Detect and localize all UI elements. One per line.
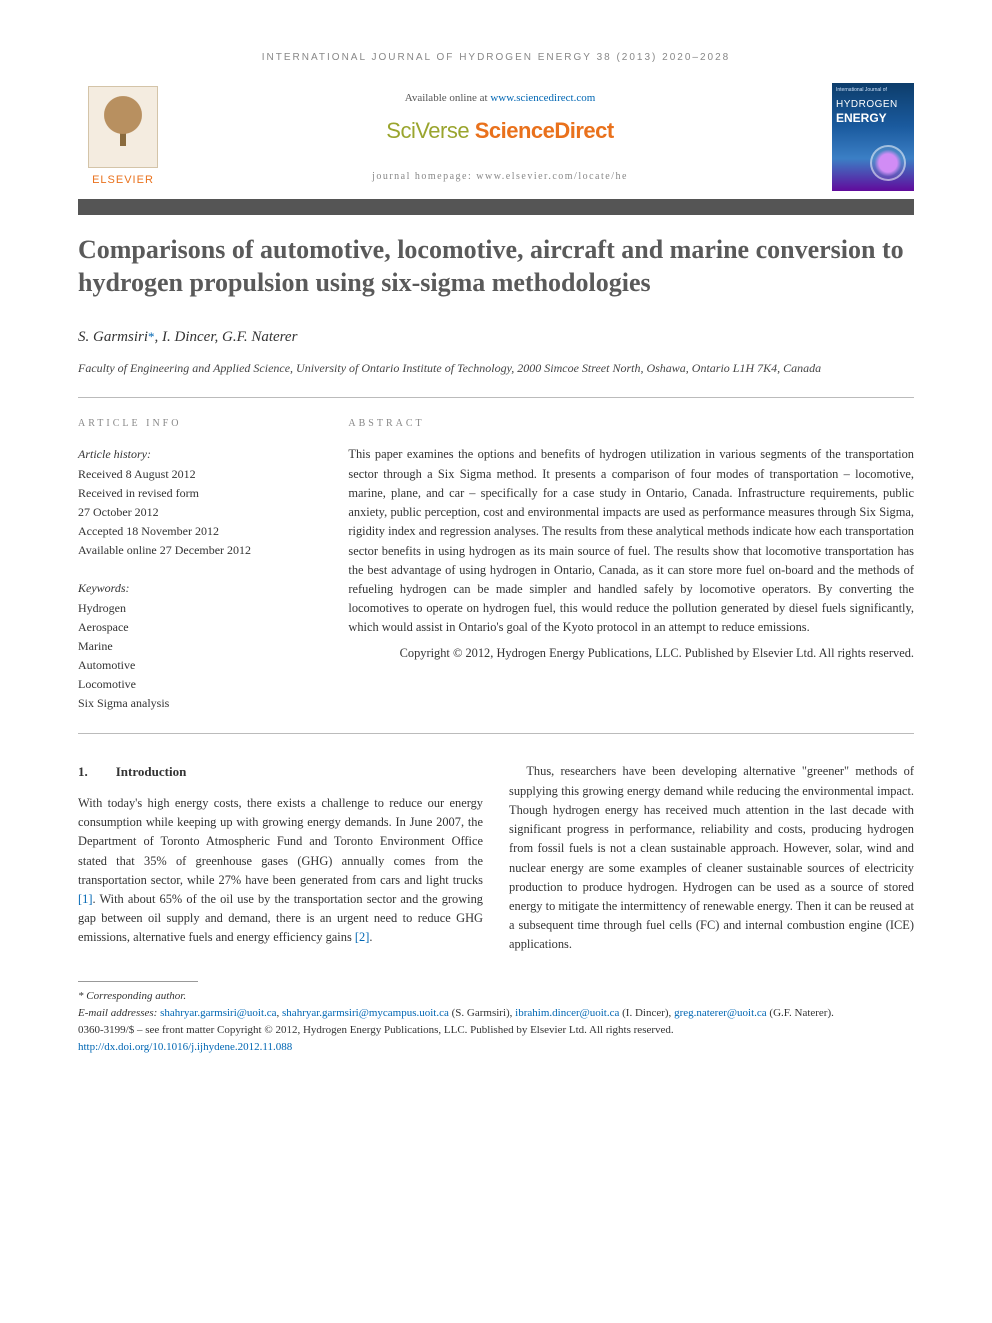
doi-link[interactable]: http://dx.doi.org/10.1016/j.ijhydene.201… — [78, 1041, 292, 1053]
keywords-label: Keywords: — [78, 579, 320, 597]
history-line: Received 8 August 2012 — [78, 465, 320, 483]
p1-a: With today's high energy costs, there ex… — [78, 796, 483, 887]
history-line: Received in revised form — [78, 484, 320, 502]
running-header: INTERNATIONAL JOURNAL OF HYDROGEN ENERGY… — [78, 50, 914, 65]
issn-line: 0360-3199/$ – see front matter Copyright… — [78, 1022, 914, 1039]
keyword: Six Sigma analysis — [78, 694, 320, 712]
authors-line: S. Garmsiri*, I. Dincer, G.F. Naterer — [78, 326, 914, 349]
abstract-copyright: Copyright © 2012, Hydrogen Energy Public… — [348, 644, 914, 663]
section-1-heading: 1. Introduction — [78, 762, 483, 782]
intro-paragraph-1: With today's high energy costs, there ex… — [78, 794, 483, 948]
available-online-line: Available online at www.sciencedirect.co… — [186, 90, 814, 107]
homepage-url[interactable]: www.elsevier.com/locate/he — [476, 171, 628, 182]
sciverse-word: SciVerse — [386, 118, 469, 143]
email-label: E-mail addresses: — [78, 1007, 160, 1019]
elsevier-tree-icon — [88, 86, 158, 168]
history-line: Available online 27 December 2012 — [78, 541, 320, 559]
body-col-left: 1. Introduction With today's high energy … — [78, 762, 483, 954]
sciencedirect-word: ScienceDirect — [469, 118, 614, 143]
keyword: Locomotive — [78, 675, 320, 693]
homepage-prefix: journal homepage: — [372, 171, 476, 182]
elsevier-wordmark: ELSEVIER — [92, 172, 154, 189]
available-prefix: Available online at — [405, 92, 491, 104]
email-link[interactable]: greg.naterer@uoit.ca — [674, 1007, 767, 1019]
email-line: E-mail addresses: shahryar.garmsiri@uoit… — [78, 1005, 914, 1022]
ref-link-1[interactable]: [1] — [78, 892, 92, 906]
authors-rest: , I. Dincer, G.F. Naterer — [155, 329, 298, 345]
abstract-heading: ABSTRACT — [348, 416, 914, 431]
keyword: Hydrogen — [78, 599, 320, 617]
cover-small-text: International Journal of — [836, 87, 887, 95]
footnote-rule — [78, 981, 198, 982]
cover-ring-icon — [870, 145, 906, 181]
article-info-heading: ARTICLE INFO — [78, 416, 320, 431]
info-rule-bottom — [78, 733, 914, 734]
keyword: Marine — [78, 637, 320, 655]
intro-paragraph-2: Thus, researchers have been developing a… — [509, 762, 914, 954]
top-band: ELSEVIER Available online at www.science… — [78, 83, 914, 191]
journal-homepage-line: journal homepage: www.elsevier.com/locat… — [186, 169, 814, 184]
email-link[interactable]: shahryar.garmsiri@uoit.ca — [160, 1007, 276, 1019]
abstract-column: ABSTRACT This paper examines the options… — [348, 416, 914, 713]
history-line: 27 October 2012 — [78, 503, 320, 521]
section-title: Introduction — [116, 764, 187, 779]
keyword: Automotive — [78, 656, 320, 674]
affiliation: Faculty of Engineering and Applied Scien… — [78, 360, 914, 377]
corr-text: * Corresponding author. — [78, 990, 186, 1002]
email-who: (I. Dincer), — [619, 1007, 674, 1019]
title-rule-bar — [78, 199, 914, 215]
cover-energy-word: ENERGY — [836, 109, 887, 127]
corresponding-note: * Corresponding author. — [78, 988, 914, 1005]
p1-b: . With about 65% of the oil use by the t… — [78, 892, 483, 944]
elsevier-logo: ELSEVIER — [78, 86, 168, 189]
top-center: Available online at www.sciencedirect.co… — [186, 90, 814, 185]
article-info-column: ARTICLE INFO Article history: Received 8… — [78, 416, 320, 713]
journal-cover-thumbnail: International Journal of HYDROGEN ENERGY — [832, 83, 914, 191]
email-who: (S. Garmsiri), — [449, 1007, 515, 1019]
abstract-body: This paper examines the options and bene… — [348, 445, 914, 637]
p1-c: . — [369, 930, 372, 944]
email-link[interactable]: shahryar.garmsiri@mycampus.uoit.ca — [282, 1007, 449, 1019]
section-number: 1. — [78, 764, 88, 779]
footnotes: * Corresponding author. E-mail addresses… — [78, 988, 914, 1056]
keyword: Aerospace — [78, 618, 320, 636]
history-label: Article history: — [78, 445, 320, 463]
article-title: Comparisons of automotive, locomotive, a… — [78, 233, 914, 300]
email-who: (G.F. Naterer). — [767, 1007, 834, 1019]
sciencedirect-link[interactable]: www.sciencedirect.com — [490, 92, 595, 104]
history-line: Accepted 18 November 2012 — [78, 522, 320, 540]
author-1: S. Garmsiri — [78, 329, 148, 345]
sciverse-logo: SciVerse ScienceDirect — [386, 114, 613, 147]
email-link[interactable]: ibrahim.dincer@uoit.ca — [515, 1007, 619, 1019]
ref-link-2[interactable]: [2] — [355, 930, 369, 944]
body-col-right: Thus, researchers have been developing a… — [509, 762, 914, 954]
